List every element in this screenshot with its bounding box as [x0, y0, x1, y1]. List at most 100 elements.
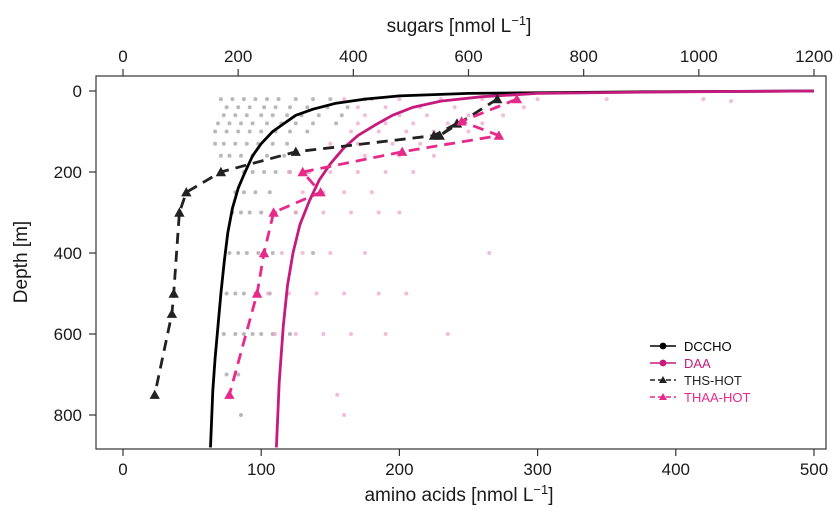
dccho-sample-point: [250, 332, 255, 336]
dccho-sample-point: [236, 251, 241, 255]
thaa-hot-marker: [456, 116, 467, 126]
ths-hot-marker: [215, 166, 227, 177]
daa-sample-point: [362, 113, 367, 118]
daa-sample-point: [321, 332, 326, 336]
daa-sample-point: [445, 121, 450, 126]
daa-sample-point: [445, 332, 450, 336]
daa-sample-point: [355, 141, 360, 146]
dccho-sample-point: [239, 413, 243, 417]
dccho-sample-point: [233, 141, 238, 146]
legend-ths-hot-marker: [659, 376, 667, 383]
x-top-tick-label: 0: [118, 47, 127, 66]
dccho-sample-point: [273, 105, 278, 110]
thaa-hot-marker: [511, 93, 523, 104]
thaa-hot-marker: [224, 389, 235, 399]
daa-sample-point: [279, 251, 284, 255]
thaa-hot-marker: [258, 247, 270, 258]
dccho-sample-point: [270, 113, 275, 118]
daa-sample-point: [314, 291, 319, 296]
daa-sample-point: [383, 332, 388, 336]
dccho-sample-point: [239, 153, 243, 158]
x-top-axis-title: sugars [nmol L−1]: [387, 13, 532, 37]
ths-hot-marker: [492, 93, 503, 104]
daa-sample-point: [328, 170, 333, 174]
daa-sample-point: [425, 113, 429, 118]
dccho-sample-point: [236, 372, 241, 377]
legend-thaa-hot-marker: [659, 393, 667, 400]
axes-layer: 0 100 200 300 400 500 0 200 400 600 800 1000 1200 0 20…: [11, 13, 833, 506]
daa-sample-point: [452, 105, 457, 110]
dccho-sample-point: [270, 251, 275, 255]
daa-sample-point: [342, 413, 347, 417]
daa-sample-point: [376, 210, 381, 215]
dccho-sample-point: [345, 105, 350, 110]
legend-daa-label: DAA: [684, 356, 711, 371]
dccho-sample-point: [247, 129, 252, 134]
dccho-sample-point: [293, 121, 298, 126]
daa-sample-point: [383, 105, 388, 110]
daa-sample-point: [349, 210, 353, 215]
dccho-sample-point: [241, 332, 246, 336]
dccho-sample-point: [224, 291, 229, 296]
dccho-sample-point: [247, 210, 252, 215]
daa-sample-point: [487, 251, 492, 255]
dccho-sample-point: [259, 113, 264, 118]
dccho-sample-point: [285, 141, 290, 146]
legend-dccho-marker: [659, 342, 667, 350]
thaa-hot-marker: [493, 130, 505, 140]
daa-sample-point: [349, 332, 353, 336]
dccho-sample-point: [262, 105, 267, 110]
dccho-sample-point: [311, 121, 315, 126]
daa-sample-point: [466, 129, 471, 134]
dccho-sample-point: [227, 121, 232, 126]
daa-sample-point: [355, 121, 360, 126]
dccho-sample-point: [259, 129, 264, 134]
daa-sample-point: [335, 392, 340, 397]
daa-sample-point: [535, 97, 540, 102]
daa-sample-point: [362, 153, 367, 158]
daa-sample-point: [376, 291, 381, 296]
dccho-sample-point: [233, 332, 238, 336]
y-tick-label: 600: [54, 325, 82, 344]
daa-sample-point: [293, 332, 298, 336]
dccho-sample-point: [230, 97, 235, 102]
y-tick-label: 800: [54, 406, 82, 425]
daa-sample-point: [349, 129, 353, 134]
x-bottom-tick-label: 500: [800, 460, 828, 479]
dccho-sample-point: [262, 170, 267, 174]
daa-sample-point: [293, 210, 298, 215]
x-top-tick-label: 200: [224, 47, 252, 66]
dccho-sample-point: [339, 113, 344, 118]
dccho-sample-point: [233, 291, 238, 296]
dccho-sample-point: [241, 97, 246, 102]
ths-hot-marker: [168, 288, 179, 298]
dccho-sample-point: [216, 121, 220, 126]
daa-sample-point: [369, 190, 374, 195]
x-bottom-tick-label: 300: [523, 460, 551, 479]
x-top-tick-label: 400: [339, 47, 367, 66]
dccho-sample-point: [236, 129, 241, 134]
thaa-hot-marker: [315, 187, 326, 197]
dccho-sample-point: [265, 121, 269, 126]
dccho-sample-point: [233, 113, 238, 118]
dccho-sample-point: [224, 129, 229, 134]
daa-sample-point: [604, 97, 609, 102]
dccho-sample-point: [224, 372, 229, 377]
dccho-sample-point: [221, 332, 226, 336]
daa-sample-point: [501, 113, 506, 118]
dccho-sample-point: [328, 97, 333, 102]
dccho-sample-point: [293, 97, 298, 102]
daa-line: [275, 89, 815, 448]
dccho-sample-point: [285, 113, 290, 118]
thaa-hot-marker: [397, 146, 408, 156]
daa-sample-point: [404, 291, 409, 296]
dccho-sample-point: [305, 129, 310, 134]
legend-thaa-hot-label: THAA-HOT: [684, 390, 751, 405]
y-tick-label: 0: [73, 82, 82, 101]
daa-sample-point: [418, 141, 423, 146]
dccho-sample-point: [288, 105, 292, 110]
thaa-hot-line: [228, 97, 518, 396]
dccho-sample-point: [311, 251, 315, 255]
